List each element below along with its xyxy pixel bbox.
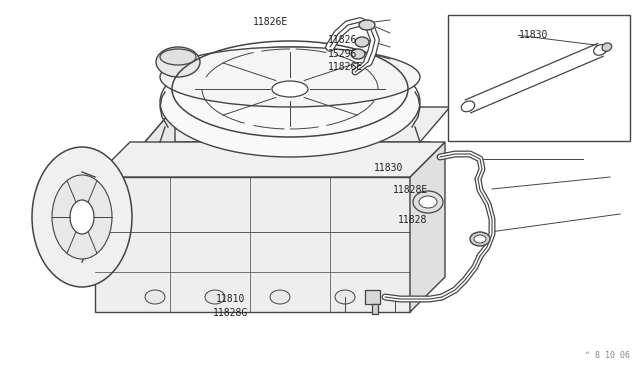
Ellipse shape xyxy=(145,290,165,304)
Ellipse shape xyxy=(359,20,375,30)
Ellipse shape xyxy=(52,175,112,259)
Bar xyxy=(448,15,630,141)
Ellipse shape xyxy=(355,37,369,47)
Ellipse shape xyxy=(32,147,132,287)
Ellipse shape xyxy=(160,47,420,157)
Polygon shape xyxy=(145,107,450,142)
Text: 11830: 11830 xyxy=(374,163,403,173)
Text: 11828E: 11828E xyxy=(393,185,428,195)
Text: 11826E: 11826E xyxy=(328,62,364,72)
Text: 11826: 11826 xyxy=(328,35,358,45)
Polygon shape xyxy=(372,304,378,314)
Ellipse shape xyxy=(70,200,94,234)
Ellipse shape xyxy=(419,196,437,208)
Ellipse shape xyxy=(474,235,486,243)
Ellipse shape xyxy=(413,191,443,213)
Ellipse shape xyxy=(470,232,490,246)
Polygon shape xyxy=(95,142,445,177)
Ellipse shape xyxy=(160,49,196,65)
Text: 11830: 11830 xyxy=(518,31,548,40)
Polygon shape xyxy=(365,290,380,304)
Ellipse shape xyxy=(156,47,200,77)
Ellipse shape xyxy=(160,47,420,107)
Text: ^ 8 10 06: ^ 8 10 06 xyxy=(585,351,630,360)
Polygon shape xyxy=(95,177,410,312)
Text: 11810: 11810 xyxy=(216,295,245,304)
Ellipse shape xyxy=(270,290,290,304)
Text: 11828: 11828 xyxy=(398,215,428,225)
Polygon shape xyxy=(410,142,445,312)
Ellipse shape xyxy=(594,45,607,55)
Ellipse shape xyxy=(335,290,355,304)
Text: 15296: 15296 xyxy=(328,49,358,58)
Polygon shape xyxy=(145,142,430,177)
Ellipse shape xyxy=(602,43,612,51)
Ellipse shape xyxy=(351,49,365,59)
Ellipse shape xyxy=(461,101,475,112)
Text: 11828G: 11828G xyxy=(212,308,248,318)
Polygon shape xyxy=(145,107,175,177)
Ellipse shape xyxy=(205,290,225,304)
Ellipse shape xyxy=(272,81,308,97)
Text: 11826E: 11826E xyxy=(253,17,288,27)
